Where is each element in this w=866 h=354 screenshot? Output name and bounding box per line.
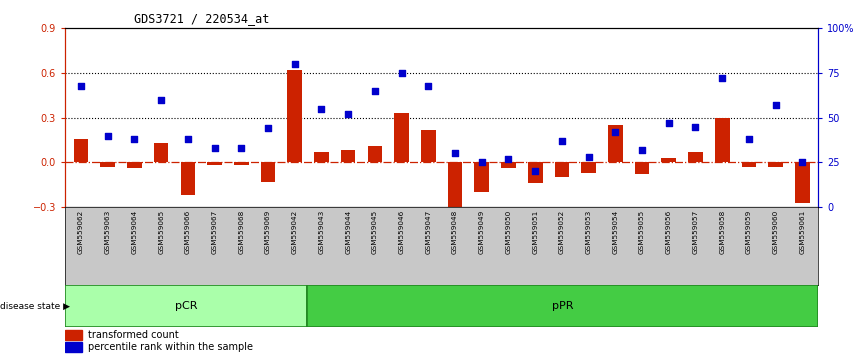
- Point: [795, 160, 809, 165]
- Point: [769, 102, 783, 108]
- Text: GSM559066: GSM559066: [184, 210, 191, 254]
- Bar: [127, 162, 142, 169]
- Bar: [688, 152, 703, 162]
- Text: GSM559051: GSM559051: [533, 210, 538, 254]
- Text: GSM559065: GSM559065: [158, 210, 165, 254]
- Text: GSM559054: GSM559054: [612, 210, 618, 254]
- Point: [368, 88, 382, 94]
- Text: disease state ▶: disease state ▶: [0, 302, 70, 311]
- Text: GSM559052: GSM559052: [559, 210, 565, 254]
- Bar: [394, 113, 409, 162]
- Point: [154, 97, 168, 103]
- Text: pPR: pPR: [552, 301, 573, 311]
- Text: GSM559057: GSM559057: [693, 210, 699, 254]
- Text: GSM559053: GSM559053: [585, 210, 591, 254]
- Point: [501, 156, 515, 162]
- Point: [235, 145, 249, 151]
- Bar: [65, 342, 81, 352]
- Text: GSM559056: GSM559056: [666, 210, 672, 254]
- Point: [609, 129, 623, 135]
- Point: [475, 160, 488, 165]
- Text: GSM559046: GSM559046: [398, 210, 404, 254]
- Text: GSM559047: GSM559047: [425, 210, 431, 254]
- Bar: [421, 130, 436, 162]
- Text: GSM559055: GSM559055: [639, 210, 645, 254]
- Bar: [261, 162, 275, 182]
- Text: pCR: pCR: [175, 301, 197, 311]
- Text: transformed count: transformed count: [87, 330, 178, 341]
- Bar: [448, 162, 462, 210]
- Bar: [714, 118, 729, 162]
- Point: [715, 75, 729, 81]
- Bar: [65, 285, 307, 327]
- Text: GSM559069: GSM559069: [265, 210, 271, 254]
- Point: [528, 169, 542, 174]
- Text: GDS3721 / 220534_at: GDS3721 / 220534_at: [134, 12, 269, 25]
- Text: GSM559059: GSM559059: [746, 210, 752, 254]
- Text: GSM559042: GSM559042: [292, 210, 298, 254]
- Bar: [234, 162, 249, 165]
- Point: [422, 83, 436, 88]
- Text: percentile rank within the sample: percentile rank within the sample: [87, 342, 253, 352]
- Point: [208, 145, 222, 151]
- Bar: [741, 162, 756, 167]
- Bar: [527, 162, 542, 183]
- Bar: [367, 146, 382, 162]
- Point: [582, 154, 596, 160]
- Point: [314, 106, 328, 112]
- Text: GSM559043: GSM559043: [319, 210, 325, 254]
- Bar: [608, 125, 623, 162]
- Bar: [554, 162, 569, 177]
- Bar: [795, 162, 810, 202]
- Bar: [635, 162, 650, 174]
- Text: GSM559061: GSM559061: [799, 210, 805, 254]
- Bar: [768, 162, 783, 167]
- Bar: [288, 70, 302, 162]
- Text: GSM559062: GSM559062: [78, 210, 84, 254]
- Bar: [180, 162, 195, 195]
- Text: GSM559068: GSM559068: [238, 210, 244, 254]
- Bar: [207, 162, 222, 165]
- Bar: [154, 143, 169, 162]
- Bar: [307, 285, 818, 327]
- Text: GSM559049: GSM559049: [479, 210, 485, 254]
- Text: GSM559058: GSM559058: [719, 210, 725, 254]
- Point: [635, 147, 649, 153]
- Bar: [581, 162, 596, 173]
- Text: GSM559064: GSM559064: [132, 210, 138, 254]
- Point: [662, 120, 675, 126]
- Bar: [341, 150, 356, 162]
- Bar: [475, 162, 489, 192]
- Bar: [100, 162, 115, 167]
- Point: [74, 83, 88, 88]
- Text: GSM559063: GSM559063: [105, 210, 111, 254]
- Point: [341, 111, 355, 117]
- Point: [448, 151, 462, 156]
- Point: [181, 136, 195, 142]
- Point: [100, 133, 114, 138]
- Text: GSM559067: GSM559067: [211, 210, 217, 254]
- Point: [688, 124, 702, 130]
- Text: GSM559048: GSM559048: [452, 210, 458, 254]
- Bar: [501, 162, 516, 169]
- Text: GSM559050: GSM559050: [506, 210, 512, 254]
- Text: GSM559045: GSM559045: [372, 210, 378, 254]
- Bar: [314, 152, 329, 162]
- Point: [555, 138, 569, 144]
- Bar: [65, 330, 81, 340]
- Point: [742, 136, 756, 142]
- Point: [127, 136, 141, 142]
- Text: GSM559060: GSM559060: [772, 210, 779, 254]
- Point: [261, 126, 275, 131]
- Point: [288, 61, 301, 67]
- Bar: [662, 158, 676, 162]
- Text: GSM559044: GSM559044: [346, 210, 351, 254]
- Point: [395, 70, 409, 76]
- Bar: [74, 138, 88, 162]
